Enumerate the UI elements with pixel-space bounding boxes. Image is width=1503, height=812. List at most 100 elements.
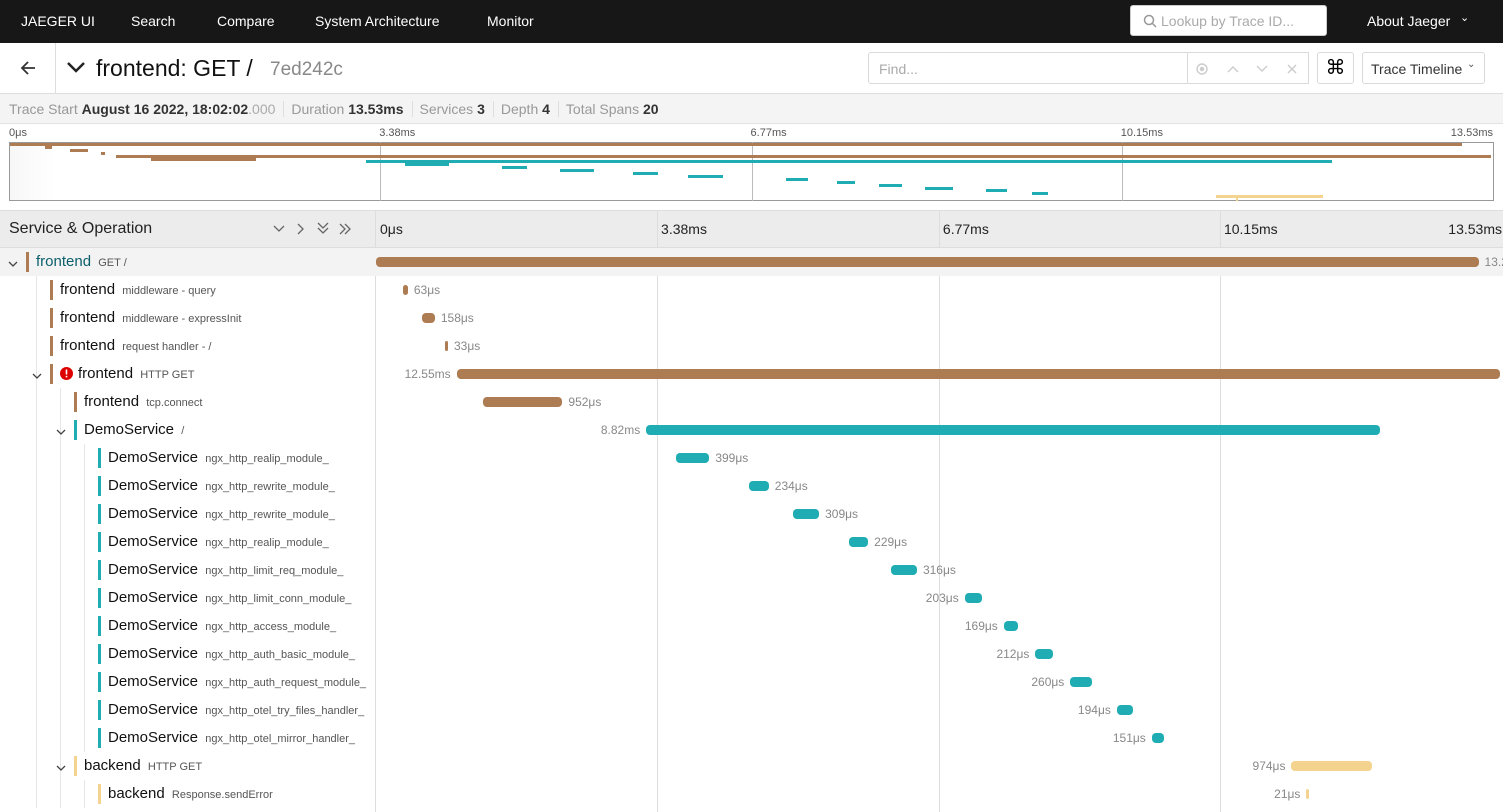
nav-link[interactable]: Monitor [487,13,534,29]
span-bar[interactable] [1306,789,1310,799]
span-bar[interactable] [1003,621,1018,631]
lookup-placeholder: Lookup by Trace ID... [1161,13,1295,29]
back-button[interactable] [0,43,56,94]
span-name: frontend HTTP GET [78,365,194,382]
service-name: DemoService [108,729,199,746]
expand-controls[interactable] [270,220,355,243]
duration-label: 33μs [454,339,481,353]
operation-name: request handler - / [122,341,212,353]
indent-guide [60,696,61,724]
span-bar[interactable] [1151,733,1165,743]
service-color [98,644,101,664]
duration-label: 212μs [996,647,1030,661]
service-color [98,588,101,608]
indent-guide [36,500,37,528]
span-bar[interactable] [676,453,710,463]
operation-name: middleware - expressInit [122,313,242,325]
collapse-icon[interactable] [66,58,86,83]
span-row[interactable]: DemoService ngx_http_realip_module_ [0,528,376,556]
operation-name: HTTP GET [147,761,203,773]
service-color [98,672,101,692]
span-bar[interactable] [483,397,563,407]
operation-name: ngx_http_auth_basic_module_ [205,649,356,661]
indent-guide [60,444,61,472]
info-suffix: .000 [248,101,276,117]
minimap-span [985,189,1008,193]
span-row[interactable]: frontend middleware - query [0,276,376,304]
shortcut-button[interactable]: ⌘ [1317,52,1354,84]
span-bar[interactable] [646,425,1380,435]
span-row[interactable]: DemoService ngx_http_rewrite_module_ [0,472,376,500]
lookup-input[interactable]: Lookup by Trace ID... [1130,5,1327,36]
span-bar[interactable] [456,369,1501,379]
toggle[interactable] [32,368,42,386]
minimap-tick-label: 10.15ms [1120,127,1163,139]
span-row[interactable]: backend HTTP GET [0,752,376,780]
span-name: frontend GET / [36,253,127,270]
toggle[interactable] [56,424,66,442]
duration-label: 260μs [1031,675,1065,689]
span-bar[interactable] [749,481,769,491]
span-row[interactable]: DemoService ngx_http_otel_mirror_handler… [0,724,376,752]
span-row[interactable]: DemoService ngx_http_limit_conn_module_ [0,584,376,612]
span-row[interactable]: DemoService ngx_http_rewrite_module_ [0,500,376,528]
toggle[interactable] [56,760,66,778]
span-bar[interactable] [1116,705,1133,715]
about-menu[interactable]: About Jaeger [1367,13,1451,29]
time-tick-label: 0μs [380,221,403,237]
duration-label: 158μs [440,311,474,325]
span-bar[interactable] [421,313,435,323]
duration-label: 21μs [1274,787,1301,801]
span-row[interactable]: DemoService ngx_http_otel_try_files_hand… [0,696,376,724]
operation-name: middleware - query [122,285,216,297]
span-bar[interactable] [793,509,820,519]
indent-guide [36,668,37,696]
span-row[interactable]: frontend HTTP GET [0,360,376,388]
minimap-grid-line [751,142,753,201]
nav-link[interactable]: Compare [217,13,275,29]
service-color [98,504,101,524]
operation-name: ngx_http_rewrite_module_ [205,509,335,521]
span-bar[interactable] [445,341,448,351]
span-bar[interactable] [890,565,917,575]
span-bar[interactable] [402,285,408,295]
span-bar[interactable] [1291,761,1373,771]
service-name: DemoService [108,589,199,606]
span-row[interactable]: DemoService ngx_http_realip_module_ [0,444,376,472]
span-row[interactable]: DemoService ngx_http_auth_basic_module_ [0,640,376,668]
span-row[interactable]: frontend request handler - / [0,332,376,360]
minimap-span [10,143,1463,146]
indent-guide [84,528,85,556]
brand[interactable]: JAEGER UI [21,13,95,29]
service-name: backend [84,757,141,774]
span-row[interactable]: frontend middleware - expressInit [0,304,376,332]
duration-label: 8.82ms [600,423,641,437]
span-row[interactable]: backend Response.sendError [0,780,376,808]
span-bar[interactable] [849,537,869,547]
indent-guide [60,584,61,612]
indent-guide [36,640,37,668]
service-name: DemoService [108,701,199,718]
toggle[interactable] [8,256,18,274]
indent-guide [84,556,85,584]
indent-guide [84,724,85,752]
span-row[interactable]: DemoService / [0,416,376,444]
span-bar[interactable] [1070,677,1092,687]
span-bar[interactable] [376,257,1479,267]
indent-guide [84,500,85,528]
span-bar[interactable] [964,593,982,603]
span-bar[interactable] [1035,649,1053,659]
nav-link[interactable]: Search [131,13,176,29]
span-row[interactable]: frontend GET / [0,248,376,276]
nav-link[interactable]: System Architecture [315,13,440,29]
span-row[interactable]: DemoService ngx_http_auth_request_module… [0,668,376,696]
find-input[interactable]: Find... [868,52,1188,84]
service-color [50,280,53,300]
span-row[interactable]: DemoService ngx_http_limit_req_module_ [0,556,376,584]
view-select[interactable]: Trace Timeline ⌄ [1362,52,1485,84]
span-row[interactable]: DemoService ngx_http_access_module_ [0,612,376,640]
indent-guide [60,668,61,696]
operation-name: ngx_http_realip_module_ [205,453,329,465]
info-item: Total Spans 20 [566,101,667,117]
span-row[interactable]: frontend tcp.connect [0,388,376,416]
